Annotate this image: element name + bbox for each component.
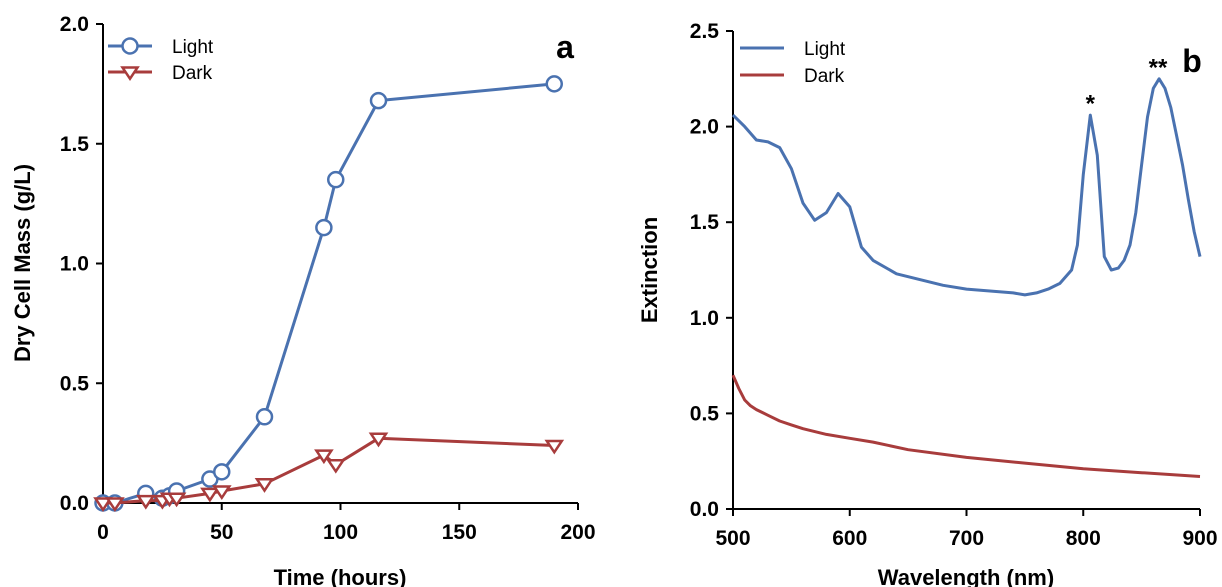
y-tick-label-a: 0.5 — [60, 372, 90, 395]
chart-panel-b: 500 600 700 800 900 0.0 0.5 1.0 1.5 2.0 2.5 b Wave… — [637, 20, 1218, 587]
legend-marker-dark — [120, 66, 140, 82]
panel-label-b: b — [1182, 43, 1202, 79]
y-tick-label-a: 1.0 — [60, 253, 89, 276]
y-tick-label-b: 2.5 — [690, 20, 720, 43]
data-point-light — [545, 75, 563, 93]
data-point-light — [213, 463, 231, 481]
x-axis-title-a: Time (hours) — [274, 565, 407, 587]
x-tick-label-b: 600 — [832, 527, 867, 550]
data-point-light — [327, 170, 345, 189]
x-tick-label-a: 50 — [210, 521, 233, 544]
x-tick-label-b: 900 — [1182, 527, 1217, 550]
data-point-dark — [314, 449, 334, 465]
y-tick-label-b: 1.0 — [690, 307, 719, 330]
y-axis-title-a: Dry Cell Mass (g/L) — [10, 164, 35, 362]
y-tick-label-a: 2.0 — [60, 13, 89, 36]
data-point-dark — [105, 497, 125, 513]
x-tick-label-b: 700 — [949, 527, 984, 550]
x-tick-label-a: 200 — [560, 521, 595, 544]
legend-label-dark-b: Dark — [804, 66, 845, 87]
x-tick-label-b: 500 — [715, 527, 750, 550]
data-point-dark — [325, 458, 346, 474]
x-axis-title-b: Wavelength (nm) — [878, 565, 1054, 587]
panel-label-a: a — [556, 29, 574, 65]
peak-annotation-double: ** — [1149, 54, 1168, 81]
x-tick-label-a: 150 — [442, 521, 477, 544]
series-line-light-b — [731, 77, 1202, 297]
legend-label-light-b: Light — [804, 39, 846, 60]
data-point-dark — [211, 485, 232, 501]
data-point-light — [369, 91, 388, 110]
x-tick-label-b: 800 — [1066, 527, 1101, 550]
peak-annotation-single: * — [1086, 91, 1096, 118]
data-point-dark — [254, 478, 275, 493]
chart-panel-a: 0 50 100 150 200 0.0 0.5 1.0 1.5 2.0 a Time (hour… — [10, 13, 596, 587]
data-point-light — [315, 218, 333, 237]
data-point-dark — [200, 487, 220, 503]
y-tick-label-a: 0.0 — [60, 492, 89, 515]
y-axis-title-b: Extinction — [637, 217, 662, 323]
data-point-dark — [166, 492, 187, 508]
x-tick-label-a: 0 — [97, 521, 109, 544]
series-line-light-a — [103, 82, 555, 505]
y-tick-label-a: 1.5 — [60, 133, 90, 156]
legend-label-dark-a: Dark — [172, 63, 213, 84]
legend-marker-light — [121, 37, 139, 55]
data-point-dark — [544, 439, 565, 455]
y-tick-label-b: 1.5 — [690, 211, 720, 234]
plot-area-b: 500 600 700 800 900 0.0 0.5 1.0 1.5 2.0 2.5 — [690, 20, 1218, 550]
data-point-light — [255, 408, 274, 426]
series-line-dark-b — [731, 374, 1201, 478]
y-tick-label-b: 0.5 — [690, 402, 720, 425]
data-point-dark — [135, 494, 156, 510]
legend-label-light-a: Light — [172, 37, 214, 58]
y-tick-label-b: 2.0 — [690, 116, 719, 139]
x-tick-label-a: 100 — [323, 521, 358, 544]
data-point-dark — [93, 497, 113, 513]
data-point-dark — [368, 432, 389, 448]
plot-area-a: 0 50 100 150 200 0.0 0.5 1.0 1.5 2.0 — [60, 13, 596, 544]
y-tick-label-b: 0.0 — [690, 498, 719, 521]
